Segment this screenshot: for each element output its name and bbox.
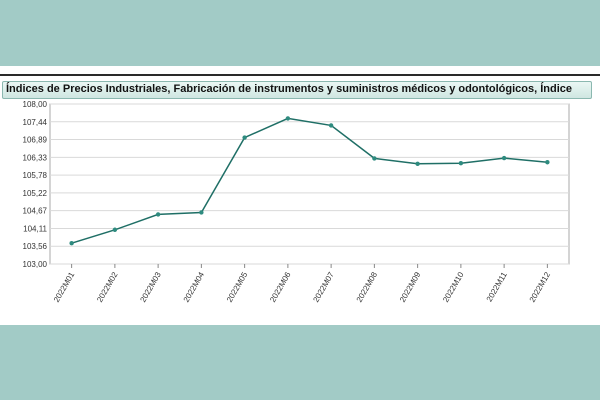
series-line: [71, 117, 548, 244]
y-tick-label: 108,00: [23, 100, 48, 109]
x-tick-label: 2022M05: [225, 270, 250, 304]
data-point: [285, 116, 291, 121]
x-tick-label: 2022M07: [311, 270, 336, 304]
top-rule: [0, 74, 600, 76]
y-tick-label: 107,44: [23, 118, 48, 127]
data-point: [69, 241, 74, 246]
x-tick-label: 2022M02: [95, 270, 120, 304]
data-point: [372, 156, 377, 161]
x-axis-ticks: 2022M01 2022M02 2022M03 2022M04 2022M05 2022M…: [52, 264, 552, 304]
x-tick-label: 2022M11: [485, 270, 509, 303]
chart-title: Índices de Precios Industriales, Fabrica…: [6, 83, 573, 95]
y-tick-label: 103,56: [23, 242, 48, 251]
x-tick-label: 2022M09: [398, 270, 423, 304]
x-tick-label: 2022M04: [182, 270, 207, 304]
x-tick-label: 2022M08: [355, 270, 380, 304]
x-tick-label: 2022M12: [528, 270, 553, 304]
y-tick-label: 105,22: [23, 189, 48, 198]
chart-title-bar: Índices de Precios Industriales, Fabrica…: [2, 81, 592, 99]
y-tick-label: 105,78: [23, 171, 48, 180]
y-axis-ticks: 108,00 107,44 106,89 106,33 105,78 105,22 104,…: [23, 100, 48, 269]
y-tick-label: 104,67: [23, 207, 48, 216]
y-tick-label: 106,89: [23, 136, 48, 145]
plot-area: [49, 103, 570, 265]
data-point: [545, 160, 550, 165]
data-point: [112, 227, 118, 232]
data-point: [242, 135, 247, 140]
data-point: [415, 161, 420, 167]
data-points: [69, 116, 550, 246]
data-point: [501, 155, 507, 161]
x-tick-label: 2022M03: [138, 270, 163, 304]
data-point: [458, 161, 464, 166]
y-tick-label: 106,33: [23, 153, 48, 162]
data-point: [155, 212, 161, 217]
data-point: [328, 123, 334, 128]
y-tick-label: 103,00: [23, 260, 48, 269]
x-tick-label: 2022M10: [441, 270, 466, 304]
y-tick-label: 104,11: [23, 224, 47, 233]
x-tick-label: 2022M01: [52, 270, 77, 304]
x-tick-label: 2022M06: [268, 270, 293, 304]
grid-lines: [50, 103, 569, 265]
data-point: [199, 210, 204, 215]
